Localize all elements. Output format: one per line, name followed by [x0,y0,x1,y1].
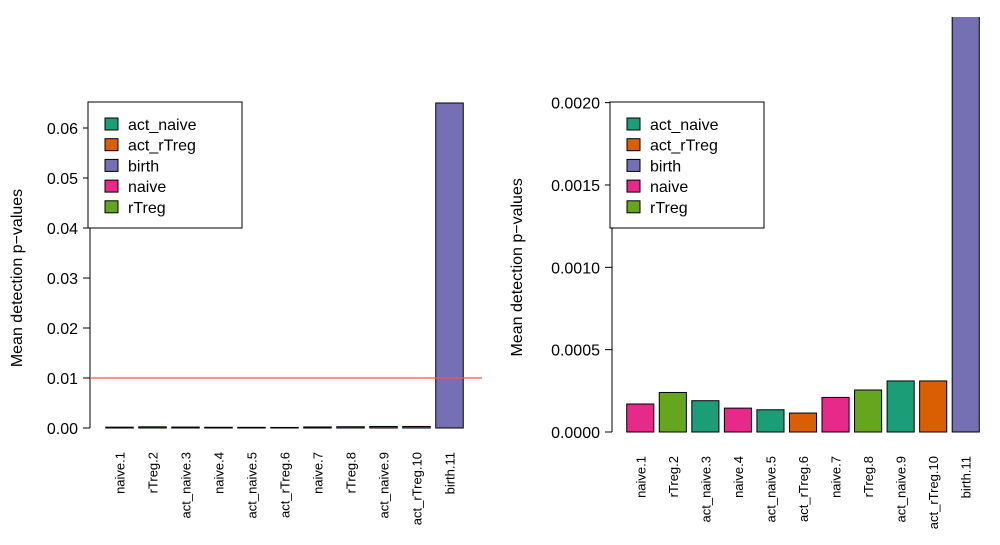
x-tick-label: naive.1 [633,456,648,498]
x-tick-label: naive.4 [212,452,227,494]
x-tick-label: rTreg.2 [666,456,681,497]
legend-swatch [104,158,119,172]
bar [691,400,720,433]
legend-swatch [626,200,641,214]
bar [919,380,948,433]
bar [951,17,980,433]
bar [270,426,299,429]
x-tick-label: act_naive.9 [894,456,909,523]
legend-label: rTreg [128,200,166,217]
legend-swatch [626,117,641,131]
y-axis-label: Mean detection p−values [9,189,26,367]
bar [435,102,464,429]
y-tick-label: 0.06 [47,121,78,138]
y-tick-label: 0.02 [47,321,78,338]
panel: 0.0000 0.0005 0.0010 0.0015 0.0020 Mean detec… [509,17,980,529]
legend-label: act_rTreg [650,138,718,155]
x-tick-label: rTreg.8 [344,452,359,493]
bar [886,380,915,433]
bar [237,426,266,429]
bar [138,426,167,429]
x-tick-label: act_naive.3 [698,456,713,523]
x-tick-label: act_naive.5 [763,456,778,523]
bar [788,412,818,433]
x-tick-label: naive.7 [829,456,844,498]
y-tick-label: 0.04 [47,221,78,238]
panel: 0.00 0.01 0.02 0.03 0.04 0.05 0.06 Mean detecti… [9,101,482,525]
y-tick-label: 0.0020 [551,96,600,113]
legend-swatch [104,117,119,131]
bar [658,391,687,433]
bar [854,389,883,433]
y-axis-label: Mean detection p−values [509,178,526,356]
legend-label: act_rTreg [128,138,196,155]
x-tick-label: act_rTreg.6 [796,456,811,522]
legend-label: act_naive [128,117,197,134]
legend-label: birth [650,158,681,175]
bar [336,426,365,429]
x-tick-label: act_naive.9 [377,452,392,519]
x-tick-label: naive.4 [731,456,746,498]
y-tick-label: 0.01 [47,371,78,388]
bars [626,17,980,433]
bar [626,403,655,433]
bar [756,409,785,433]
bar [303,426,332,429]
y-tick-label: 0.0000 [551,425,600,442]
y-tick-label: 0.03 [47,271,78,288]
legend-label: naive [128,179,166,196]
bar [204,426,233,429]
x-tick-label: act_rTreg.10 [926,456,941,529]
x-tick-label: act_rTreg.10 [410,452,425,525]
y-tick-label: 0.0010 [551,260,600,277]
y-tick-label: 0.00 [47,421,78,438]
y-tick-label: 0.0005 [551,343,600,360]
legend-swatch [104,179,119,193]
legend-swatch [626,179,641,193]
legend-label: naive [650,179,688,196]
x-tick-label: act_naive.5 [245,452,260,519]
bar [369,425,398,429]
bar [723,407,752,433]
x-tick-label: birth.11 [443,452,458,494]
legend-swatch [626,158,641,172]
legend-swatch [626,138,641,152]
legend-label: act_naive [650,117,719,134]
bars [105,102,464,429]
x-tick-label: rTreg.8 [861,456,876,497]
legend-swatch [104,200,119,214]
bar [171,426,200,429]
bar [402,425,431,429]
x-tick-label: act_rTreg.6 [278,452,293,518]
bar [821,396,850,433]
x-tick-label: act_naive.3 [179,452,194,519]
legend-label: rTreg [650,200,688,217]
x-tick-label: naive.7 [311,452,326,494]
x-tick-label: naive.1 [113,452,128,494]
y-tick-label: 0.05 [47,171,78,188]
y-tick-label: 0.0015 [551,178,600,195]
x-tick-label: rTreg.2 [146,452,161,493]
bar [105,426,134,429]
x-tick-label: birth.11 [959,456,974,498]
legend-swatch [104,138,119,152]
legend-label: birth [128,158,159,175]
